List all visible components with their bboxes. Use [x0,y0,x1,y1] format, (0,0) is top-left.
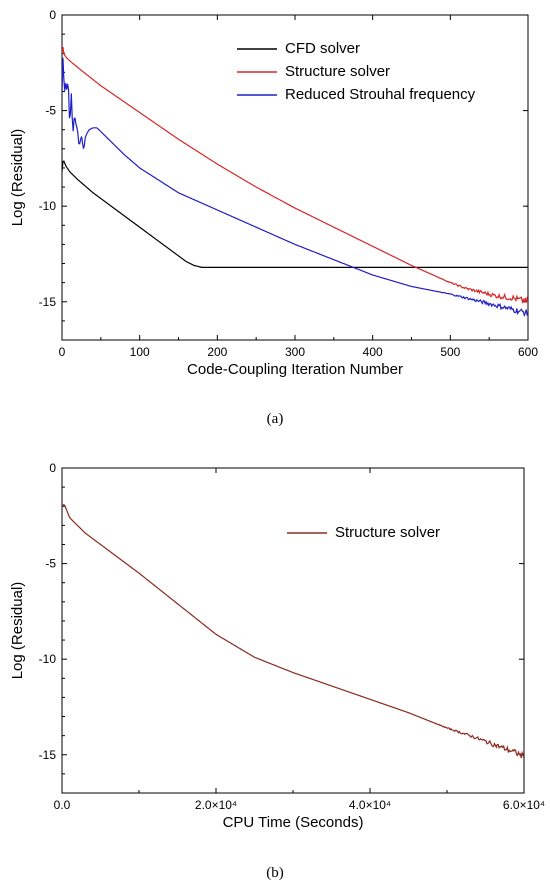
x-tick-label: 2.0×10⁴ [195,798,237,812]
legend-label: Structure solver [285,63,390,80]
series-line [62,57,528,318]
plot-frame [61,467,525,794]
y-tick-label: -15 [39,748,57,762]
caption-b: (b) [266,865,284,881]
x-tick-label: 4.0×10⁴ [349,798,391,812]
y-tick-label: -10 [39,652,57,666]
y-tick-label: -5 [45,557,56,571]
series-line [62,160,528,268]
y-tick-label: -5 [45,104,56,118]
y-axis-label: Log (Residual) [9,582,26,680]
x-tick-label: 100 [130,345,150,359]
y-tick-label: 0 [49,8,56,22]
x-tick-label: 400 [363,345,383,359]
x-tick-label: 6.0×10⁴ [503,798,545,812]
y-tick-label: 0 [49,461,56,475]
x-axis-label: Code-Coupling Iteration Number [187,361,403,378]
y-axis-label: Log (Residual) [9,129,26,227]
x-axis-label: CPU Time (Seconds) [223,814,364,831]
x-tick-label: 600 [518,345,538,359]
x-tick-label: 500 [440,345,460,359]
legend-label: CFD solver [285,40,360,57]
series-line [62,503,524,759]
chart-b: 0.0 2.0×10⁴ 4.0×10⁴ 6.0×10⁴ 0 -5 -10 -15 CPU Tim… [9,461,545,831]
series-line [62,47,528,305]
legend-label: Reduced Strouhal frequency [285,86,476,103]
x-tick-label: 0 [59,345,66,359]
legend-label: Structure solver [335,524,440,541]
y-tick-label: -10 [39,199,57,213]
chart-a: 0 100 200 300 400 500 600 0 -5 -10 -15 Code-Couplin… [9,8,538,378]
x-tick-label: 0.0 [54,798,71,812]
caption-a: (a) [267,411,284,427]
x-tick-label: 300 [285,345,305,359]
x-tick-label: 200 [207,345,227,359]
y-tick-label: -15 [39,295,57,309]
